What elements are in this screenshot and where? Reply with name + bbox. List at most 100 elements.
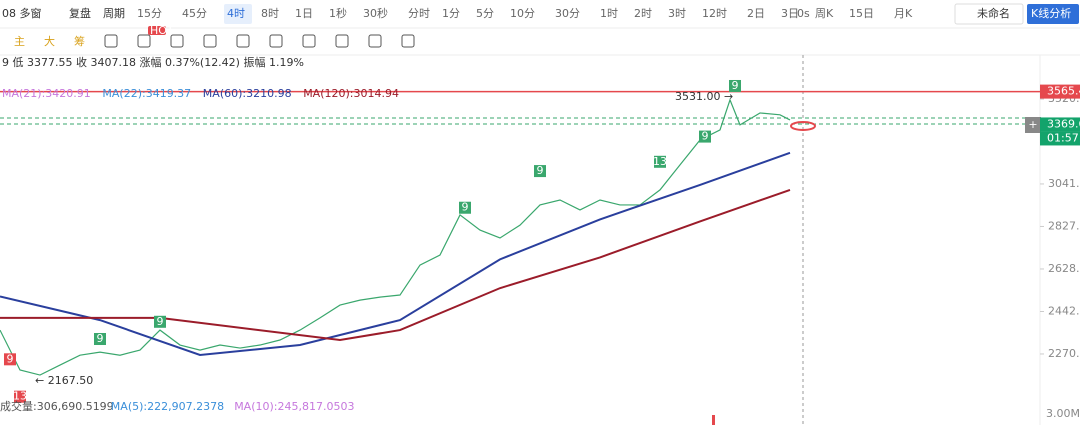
period-tab[interactable]: 复盘: [69, 6, 91, 20]
y-tick-label: 2270.8: [1048, 347, 1080, 360]
price-box: [1040, 117, 1080, 132]
name-box: [954, 3, 1024, 25]
period-tab[interactable]: 10分: [510, 7, 535, 20]
series-line: [0, 98, 791, 376]
period-tab[interactable]: 15分: [137, 7, 162, 20]
signal-box: [729, 79, 741, 92]
tool-icon[interactable]: [203, 34, 217, 48]
signal-label: 13: [653, 155, 667, 168]
period-tab[interactable]: 2时: [634, 7, 652, 20]
tool-icon[interactable]: [104, 34, 118, 48]
signal-label: 9: [157, 315, 164, 328]
period-tab[interactable]: 15日: [849, 7, 874, 20]
signal-box: [94, 333, 106, 346]
price-box: [1040, 84, 1080, 99]
marker: [790, 121, 816, 131]
tool-icon[interactable]: [236, 34, 250, 48]
signal-label: 9: [702, 130, 709, 143]
ma-legend: MA(21):3420.91 MA(22):3419.37 MA(60):3210.…: [2, 87, 399, 100]
ma-legend-item: MA(120):3014.94: [303, 87, 399, 100]
signal-box: [699, 130, 711, 143]
ma-legend-item: MA(22):3419.37: [102, 87, 191, 100]
volume-tick: 3.00M: [1046, 407, 1080, 420]
price-label: 3565.4: [1047, 85, 1080, 98]
add-button[interactable]: [1025, 117, 1041, 133]
tool[interactable]: 主: [14, 35, 25, 48]
hot-text: HOT: [150, 24, 174, 37]
tool-icon[interactable]: [302, 34, 316, 48]
period-tab[interactable]: 月K: [894, 7, 913, 20]
period-tab[interactable]: 周期: [103, 7, 125, 20]
analysis-label[interactable]: K线分析: [1031, 6, 1071, 20]
y-tick-label: 3041.9: [1048, 177, 1080, 190]
y-tick-label: 2827.5: [1048, 219, 1080, 232]
period-tab[interactable]: 1分: [442, 7, 460, 20]
y-tick-label: 2442.9: [1048, 304, 1080, 317]
active-tab: [224, 4, 252, 24]
price-label: 3369.6: [1047, 117, 1080, 130]
series-line: [0, 188, 791, 342]
signal-label: 9: [732, 79, 739, 92]
volume-legend-item: 成交量:306,690.5199: [0, 399, 114, 413]
ma-legend-item: MA(60):3210.98: [203, 87, 292, 100]
period-tab[interactable]: 1日: [295, 7, 313, 20]
period-tab[interactable]: 周K: [815, 7, 834, 20]
period-tab[interactable]: 1时: [600, 7, 618, 20]
signal-box: [4, 353, 16, 366]
volume-legend-item: MA(5):222,907.2378: [111, 400, 224, 413]
signal-box: [534, 165, 546, 178]
signal-label: 9: [537, 164, 544, 177]
period-tab[interactable]: 5分: [476, 7, 494, 20]
countdown: 01:57:3: [1047, 131, 1080, 144]
period-tab[interactable]: 30秒: [363, 6, 388, 20]
series-line: [0, 151, 791, 356]
volume-legend-item: MA(10):245,817.0503: [234, 400, 354, 413]
tool-icon[interactable]: [269, 34, 283, 48]
tool-icon[interactable]: [137, 34, 151, 48]
toolbar: 08 多窗 复盘 周期 15分 45分 4时 8时 1日 1秒 30秒 分时 1分 5分 10分 30分 1时…: [2, 3, 1079, 25]
info-bar: 9 低 3377.55 收 3407.18 涨幅 0.37%(12.42) 振幅…: [2, 55, 304, 69]
period-tab[interactable]: 1秒: [329, 6, 347, 20]
extreme-label: ← 2167.50: [35, 374, 93, 387]
tool-icon[interactable]: [401, 34, 415, 48]
countdown-box: [1040, 131, 1080, 146]
chart: 3520.03041.92827.52628.22442.92270.83.00…: [0, 79, 1080, 420]
tool[interactable]: 筹: [74, 34, 85, 48]
signal-box: [154, 315, 166, 328]
layout-name[interactable]: 未命名: [977, 6, 1010, 20]
volume-bar: [712, 415, 715, 425]
signal-box: [459, 201, 471, 214]
analysis-btn[interactable]: [1027, 4, 1079, 24]
tool[interactable]: 大: [44, 34, 55, 48]
period-tab[interactable]: 8时: [261, 7, 279, 20]
tools-row: 主 大 筹 HOT: [14, 24, 415, 48]
add-icon: +: [1028, 118, 1037, 131]
period-tab[interactable]: 3日: [781, 7, 799, 20]
signal-label: 9: [97, 332, 104, 345]
period-tab[interactable]: 12时: [702, 7, 727, 20]
period-tab[interactable]: 3时: [668, 7, 686, 20]
tool-icon[interactable]: [170, 34, 184, 48]
period-tab[interactable]: 分时: [408, 7, 430, 20]
period-tab[interactable]: 2日: [747, 7, 765, 20]
period-tab[interactable]: 45分: [182, 7, 207, 20]
timer[interactable]: 0s: [797, 7, 810, 20]
period-tab[interactable]: 30分: [555, 7, 580, 20]
signal-label: 13: [13, 390, 27, 403]
extreme-label: 3531.00 →: [675, 90, 733, 103]
y-tick-label: 2628.2: [1048, 262, 1080, 275]
period-tab[interactable]: 4时: [227, 7, 245, 20]
signal-label: 9: [7, 352, 14, 365]
ma-legend-item: MA(21):3420.91: [2, 87, 91, 100]
period-tab[interactable]: 08 多窗: [2, 6, 42, 20]
tool-icon[interactable]: [335, 34, 349, 48]
signal-box: [654, 155, 666, 168]
signal-box: [14, 390, 26, 403]
tool-icon[interactable]: [368, 34, 382, 48]
signal-label: 9: [462, 201, 469, 214]
hot-badge: [148, 26, 166, 35]
